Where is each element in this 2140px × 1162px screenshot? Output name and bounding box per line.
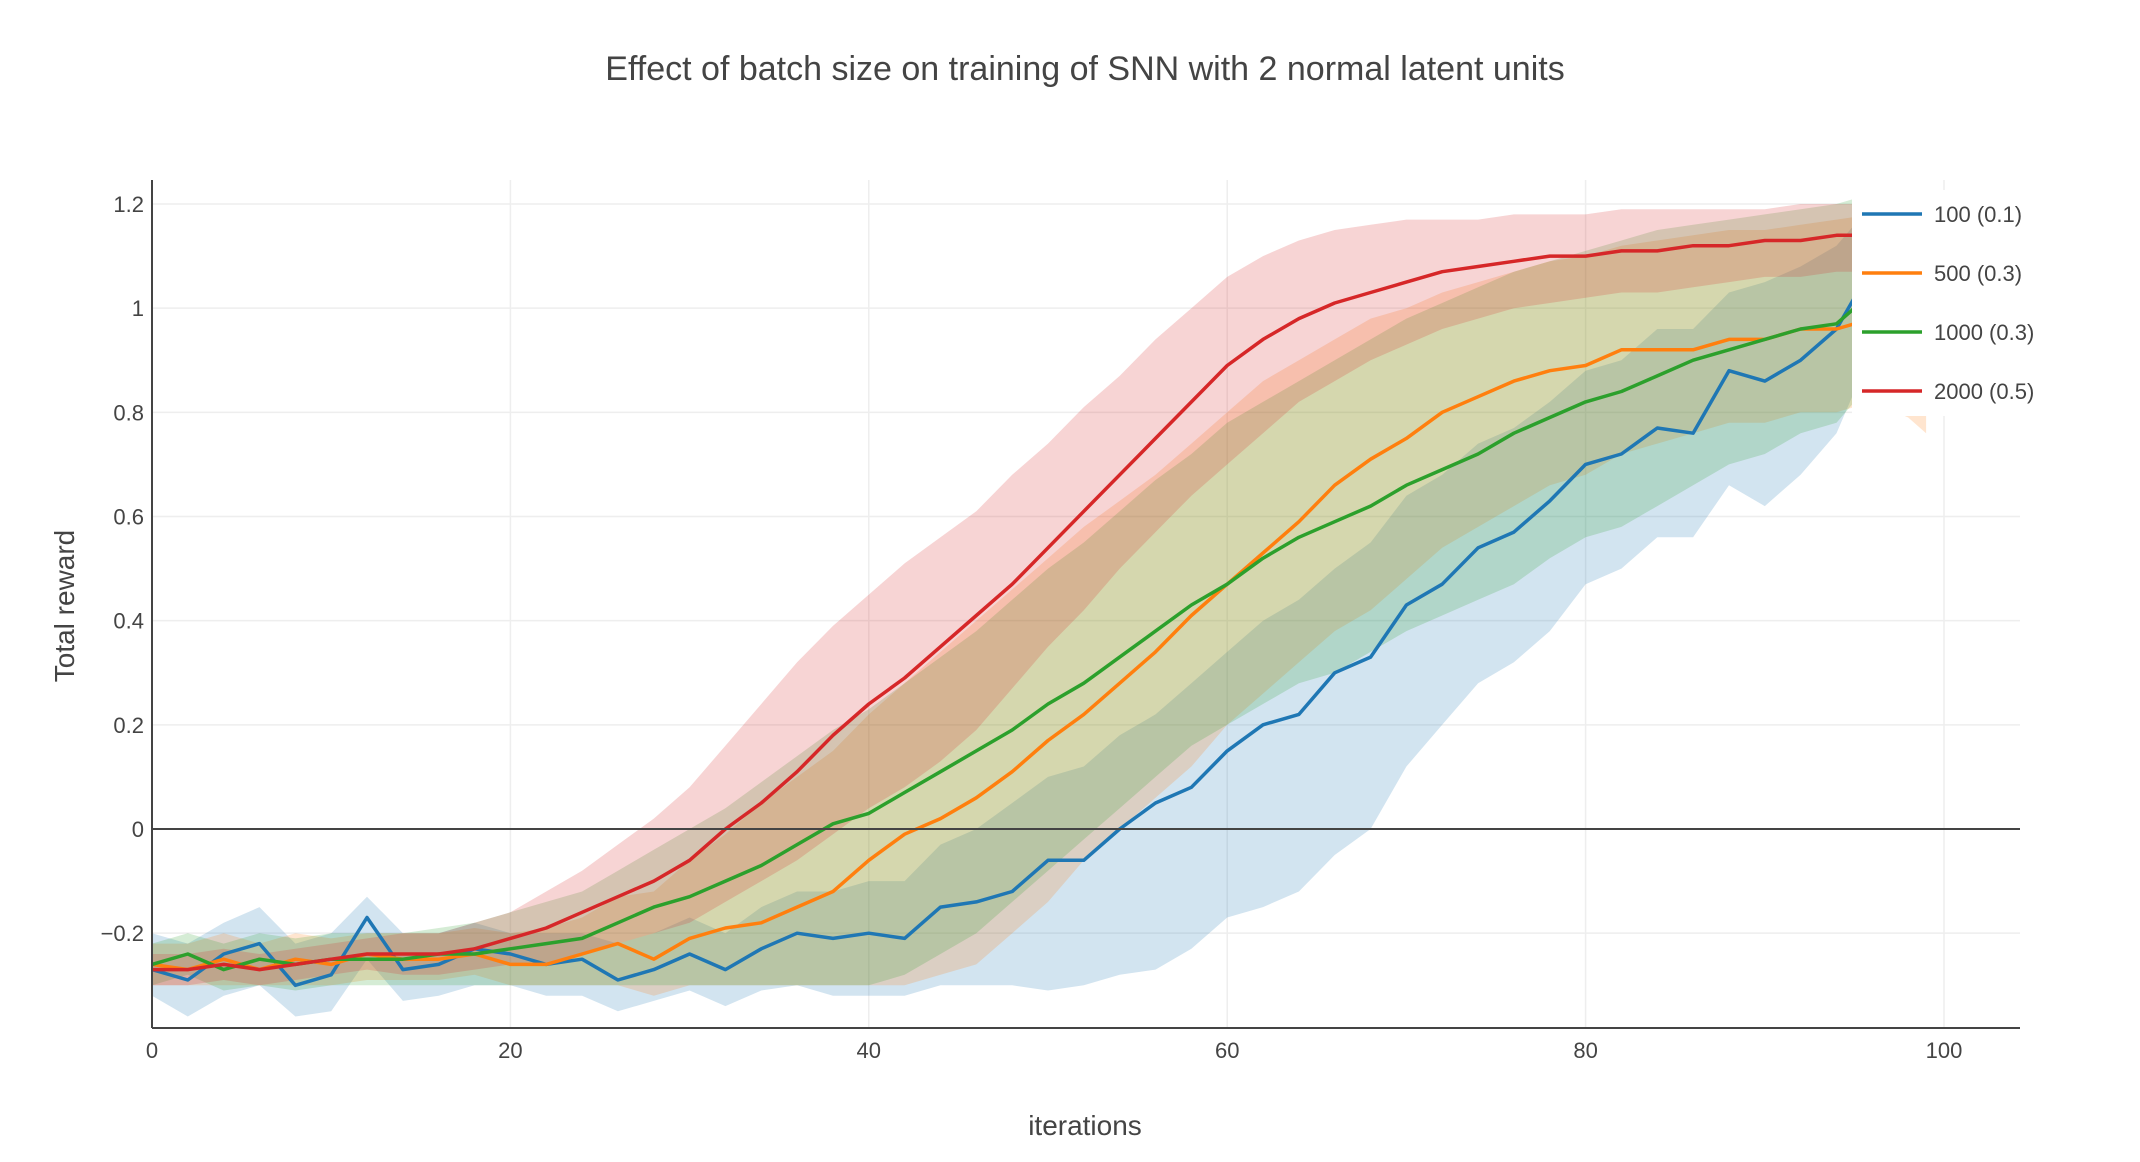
y-tick-label: −0.2 [101,921,144,946]
confidence-band [152,214,1927,996]
confidence-band [152,224,1855,1017]
confidence-bands [152,198,1927,1017]
y-tick-label: 1.2 [113,192,144,217]
x-tick-label: 20 [498,1038,522,1063]
y-axis-label: Total reward [49,530,80,683]
y-tick-label: 0.6 [113,505,144,530]
y-tick-label: 0.8 [113,400,144,425]
series-lines [151,233,1927,988]
x-tick-labels: 0 20 40 60 80 100 [146,1038,1962,1063]
confidence-band [152,204,1855,986]
chart-title: Effect of batch size on training of SNN … [605,50,1564,88]
legend-item-label[interactable]: 100 (0.1) [1934,202,2022,227]
series-line [152,233,1855,972]
x-tick-label: 0 [146,1038,158,1063]
y-tick-label: 1 [132,296,144,321]
y-tick-label: 0.4 [113,609,144,634]
x-axis-label: iterations [1028,1110,1142,1141]
legend-background [1852,190,2020,416]
x-tick-label: 80 [1573,1038,1597,1063]
y-tick-label: 0.2 [113,713,144,738]
legend-item-label[interactable]: 2000 (0.5) [1934,379,2034,404]
legend-item-label[interactable]: 500 (0.3) [1934,261,2022,286]
y-tick-labels: −0.2 0 0.2 0.4 0.6 0.8 1 1.2 [101,192,144,946]
series-line [151,296,1856,988]
x-tick-label: 60 [1215,1038,1239,1063]
x-tick-label: 40 [857,1038,881,1063]
legend-item-label[interactable]: 1000 (0.3) [1934,320,2034,345]
confidence-band [152,198,1855,991]
y-tick-label: 0 [132,817,144,842]
x-tick-label: 100 [1926,1038,1963,1063]
grid [151,180,2020,1028]
series-line [151,316,1927,972]
axes [151,180,2020,1029]
legend[interactable]: 100 (0.1) 500 (0.3) 1000 (0.3) 2000 (0.5) [1852,190,2034,416]
